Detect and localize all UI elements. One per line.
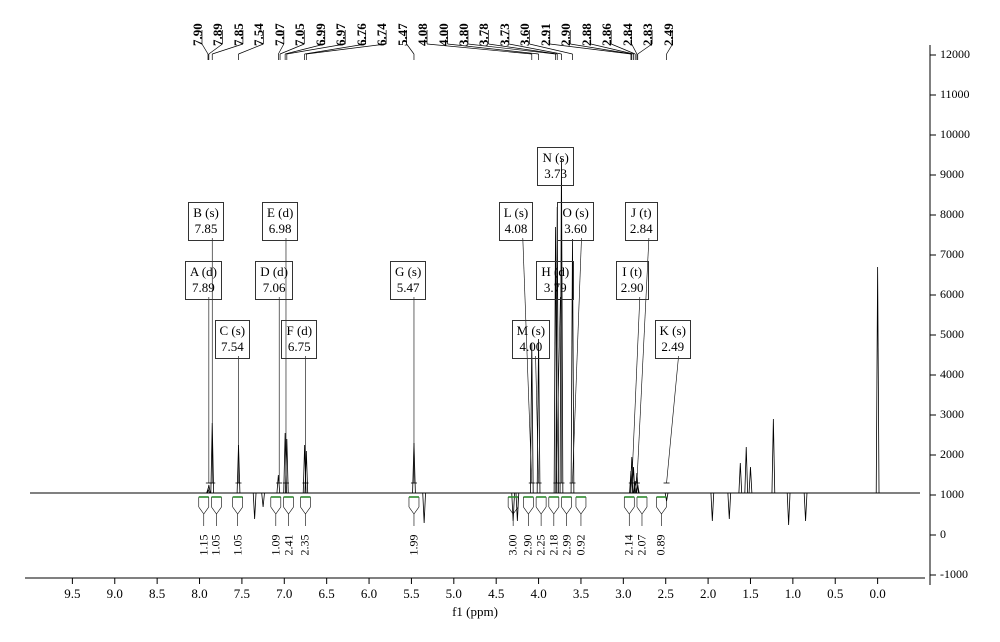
yaxis-tick-label: 0 (940, 527, 946, 542)
integral-label: 2.07 (634, 536, 649, 556)
yaxis-tick-label: 2000 (940, 447, 964, 462)
annotation-box-D: D (d)7.06 (255, 261, 293, 300)
yaxis-tick-label: -1000 (940, 567, 968, 582)
peak-ppm-label: 2.84 (620, 23, 636, 46)
annotation-box-I: I (t)2.90 (616, 261, 649, 300)
yaxis-tick-label: 10000 (940, 127, 970, 142)
integral-label: 1.05 (209, 536, 224, 556)
peak-ppm-label: 2.86 (599, 23, 615, 46)
yaxis-tick-label: 12000 (940, 47, 970, 62)
xaxis-tick-label: 5.5 (403, 586, 419, 602)
yaxis-tick-label: 4000 (940, 367, 964, 382)
nmr-chart: 9.5 9.0 8.5 8.0 7.5 7.0 6.5 6.0 5.5 5.0 4.5 4.0 3.5 3… (0, 0, 1000, 642)
xaxis-tick-label: 4.5 (488, 586, 504, 602)
annotation-box-H: H (d)3.79 (536, 261, 574, 300)
integral-label: 2.99 (559, 536, 574, 556)
annotation-box-L: L (s)4.08 (499, 202, 533, 241)
yaxis-tick-label: 5000 (940, 327, 964, 342)
xaxis-tick-label: 3.5 (573, 586, 589, 602)
annotation-box-J: J (t)2.84 (625, 202, 658, 241)
annotation-box-B: B (s)7.85 (188, 202, 224, 241)
peak-ppm-label: 2.91 (538, 23, 554, 46)
annotation-box-F: F (d)6.75 (281, 320, 317, 359)
yaxis-tick-label: 6000 (940, 287, 964, 302)
peak-ppm-label: 7.07 (272, 23, 288, 46)
annotation-box-C: C (s)7.54 (215, 320, 251, 359)
peak-ppm-label: 6.99 (313, 23, 329, 46)
xaxis-tick-label: 5.0 (446, 586, 462, 602)
peak-ppm-label: 3.80 (456, 23, 472, 46)
xaxis-tick-label: 2.0 (700, 586, 716, 602)
peak-ppm-label: 7.05 (292, 23, 308, 46)
integral-label: 2.41 (281, 536, 296, 556)
annotation-box-A: A (d)7.89 (185, 261, 222, 300)
integral-label: 3.00 (506, 536, 521, 556)
xaxis-tick-label: 9.0 (107, 586, 123, 602)
peak-ppm-label: 6.74 (374, 23, 390, 46)
yaxis-tick-label: 1000 (940, 487, 964, 502)
xaxis-tick-label: 4.0 (530, 586, 546, 602)
xaxis-tick-label: 8.0 (191, 586, 207, 602)
xaxis-tick-label: 6.0 (361, 586, 377, 602)
peak-ppm-label: 7.85 (231, 23, 247, 46)
xaxis-tick-label: 0.5 (827, 586, 843, 602)
peak-ppm-label: 3.78 (476, 23, 492, 46)
peak-ppm-label: 7.89 (210, 23, 226, 46)
peak-ppm-label: 4.08 (415, 23, 431, 46)
peak-ppm-label: 6.76 (354, 23, 370, 46)
integral-label: 0.89 (654, 536, 669, 556)
xaxis-tick-label: 3.0 (615, 586, 631, 602)
xaxis-tick-label: 9.5 (64, 586, 80, 602)
yaxis-tick-label: 3000 (940, 407, 964, 422)
xaxis-tick-label: 1.0 (785, 586, 801, 602)
peak-ppm-label: 7.54 (251, 23, 267, 46)
annotation-box-M: M (s)4.00 (512, 320, 551, 359)
peak-ppm-label: 7.90 (190, 23, 206, 46)
annotation-box-N: N (s)3.73 (537, 147, 573, 186)
peak-ppm-label: 2.49 (661, 23, 677, 46)
peak-ppm-label: 2.83 (640, 23, 656, 46)
yaxis-tick-label: 8000 (940, 207, 964, 222)
yaxis-tick-label: 9000 (940, 167, 964, 182)
annotation-box-G: G (s)5.47 (390, 261, 426, 300)
peak-ppm-label: 3.73 (497, 23, 513, 46)
xaxis-tick-label: 7.0 (276, 586, 292, 602)
yaxis-tick-label: 7000 (940, 247, 964, 262)
yaxis-tick-label: 11000 (940, 87, 970, 102)
peak-ppm-label: 4.00 (436, 23, 452, 46)
spectrum-svg (0, 0, 1000, 642)
peak-ppm-label: 2.88 (579, 23, 595, 46)
xaxis-title: f1 (ppm) (452, 604, 498, 620)
xaxis-tick-label: 0.0 (869, 586, 885, 602)
peak-ppm-label: 5.47 (395, 23, 411, 46)
integral-label: 2.35 (298, 536, 313, 556)
xaxis-tick-label: 7.5 (234, 586, 250, 602)
annotation-box-K: K (s)2.49 (655, 320, 691, 359)
integral-label: 1.99 (406, 536, 421, 556)
xaxis-tick-label: 1.5 (742, 586, 758, 602)
xaxis-tick-label: 6.5 (319, 586, 335, 602)
integral-label: 1.05 (230, 536, 245, 556)
integral-label: 0.92 (573, 536, 588, 556)
peak-ppm-label: 2.90 (558, 23, 574, 46)
peak-ppm-label: 3.60 (517, 23, 533, 46)
xaxis-tick-label: 2.5 (658, 586, 674, 602)
xaxis-tick-label: 8.5 (149, 586, 165, 602)
annotation-box-E: E (d)6.98 (262, 202, 298, 241)
peak-ppm-label: 6.97 (333, 23, 349, 46)
annotation-box-O: O (s)3.60 (557, 202, 593, 241)
